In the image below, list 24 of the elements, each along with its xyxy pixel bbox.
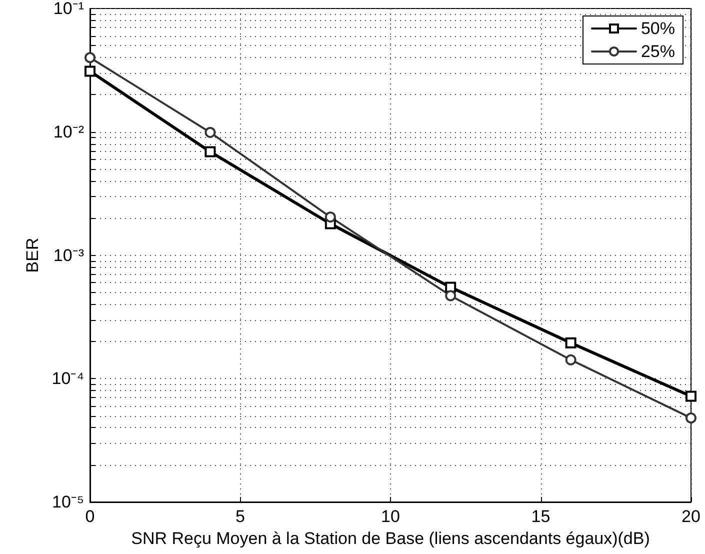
x-tick-label: 5 bbox=[236, 507, 245, 526]
y-tick-label: 10⁻³ bbox=[53, 246, 84, 265]
x-tick-label: 20 bbox=[682, 507, 700, 526]
y-tick-label: 10⁻² bbox=[53, 122, 84, 142]
legend-label: 50% bbox=[640, 19, 676, 38]
y-axis-title: BER bbox=[22, 238, 42, 273]
point bbox=[204, 126, 216, 138]
y-tick-label: 10⁻⁵ bbox=[52, 492, 84, 512]
x-tick-label: 0 bbox=[85, 507, 95, 526]
legend-label: 25% bbox=[640, 42, 676, 61]
point bbox=[84, 66, 96, 77]
point bbox=[686, 390, 696, 402]
y-tick-label: 10⁻¹ bbox=[53, 0, 84, 18]
point bbox=[686, 412, 696, 424]
point bbox=[445, 290, 456, 302]
point bbox=[565, 354, 576, 366]
point bbox=[324, 212, 336, 223]
x-tick-label: 10 bbox=[381, 507, 400, 526]
point bbox=[565, 337, 576, 348]
x-tick-label: 15 bbox=[531, 507, 550, 526]
point bbox=[204, 146, 216, 158]
y-tick-label: 10⁻⁴ bbox=[52, 369, 84, 388]
x-axis-title: SNR Reçu Moyen à la Station de Base (liens ascendants égaux)(dB) bbox=[131, 528, 650, 548]
point bbox=[84, 52, 96, 64]
